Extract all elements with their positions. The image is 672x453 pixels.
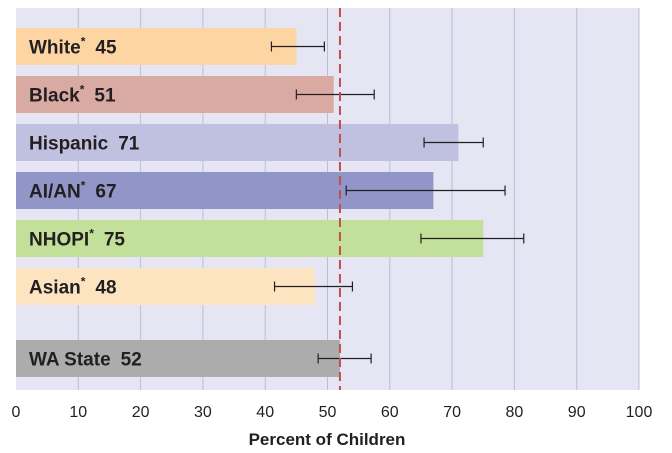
x-tick-label: 50 (319, 404, 337, 421)
bar (16, 340, 340, 377)
bar (16, 124, 459, 161)
bar (16, 268, 316, 305)
error-bar (273, 281, 354, 292)
x-tick-label: 10 (69, 404, 87, 421)
bar-label: Asian* 48 (29, 275, 117, 299)
error-bar (423, 137, 484, 148)
error-bars (270, 41, 525, 364)
bar-category-name: NHOPI (29, 230, 89, 251)
bar-category-name: Asian (29, 278, 81, 299)
bar-value-label: 51 (94, 86, 116, 107)
bar (16, 220, 484, 257)
bar (16, 28, 297, 65)
x-tick-label: 40 (256, 404, 274, 421)
bar-label: NHOPI* 75 (29, 227, 125, 251)
x-tick-label: 100 (626, 404, 653, 421)
error-bar (295, 89, 375, 100)
bar-category-name: Black (29, 86, 80, 107)
significance-asterisk: * (81, 35, 86, 49)
significance-asterisk: * (81, 179, 86, 193)
bar-value-label: 67 (95, 182, 116, 203)
error-bar (317, 353, 372, 364)
bar-value-label: 71 (118, 134, 140, 155)
bar-value-label: 75 (104, 230, 126, 251)
x-axis-ticks: 0 10 20 30 40 50 60 70 80 90 100 (12, 404, 653, 421)
bar-label: AI/AN* 67 (29, 179, 117, 203)
significance-asterisk: * (89, 227, 94, 241)
bar (16, 76, 334, 113)
x-tick-label: 60 (381, 404, 399, 421)
x-axis-title: Percent of Children (249, 430, 406, 449)
x-tick-label: 20 (132, 404, 150, 421)
x-tick-label: 80 (506, 404, 524, 421)
bar-value-label: 48 (95, 278, 116, 299)
bar-label: Hispanic 71 (29, 134, 140, 155)
bar-label: White* 45 (29, 35, 117, 59)
x-tick-label: 30 (194, 404, 212, 421)
bar-category-name: White (29, 38, 81, 59)
significance-asterisk: * (80, 83, 85, 97)
bar-label: WA State 52 (29, 350, 142, 371)
error-bar (345, 185, 506, 196)
x-tick-label: 70 (443, 404, 461, 421)
error-bar (420, 233, 525, 244)
bar-category-name: WA State (29, 350, 111, 371)
x-tick-label: 0 (12, 404, 21, 421)
error-bar (270, 41, 325, 52)
bar-value-label: 45 (95, 38, 117, 59)
bar-label: Black* 51 (29, 83, 116, 107)
bar-value-label: 52 (121, 350, 142, 371)
significance-asterisk: * (81, 275, 86, 289)
x-tick-label: 90 (568, 404, 586, 421)
bar-category-name: AI/AN (29, 182, 81, 203)
bar-category-name: Hispanic (29, 134, 109, 155)
